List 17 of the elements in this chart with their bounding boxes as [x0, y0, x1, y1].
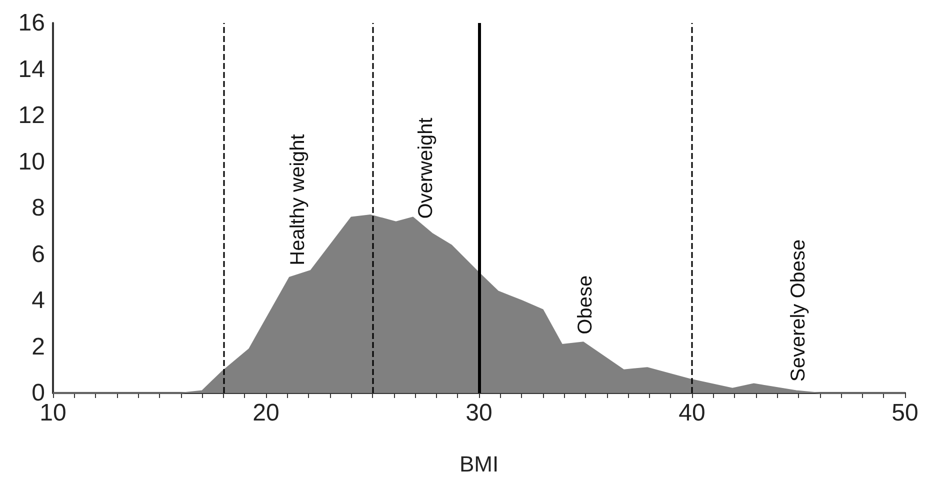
y-tick-label: 16	[18, 10, 45, 36]
annotation: Overweight	[414, 117, 437, 219]
y-tick-label: 10	[18, 148, 45, 176]
x-tick-label: 20	[252, 400, 280, 426]
y-tick-label: 2	[32, 333, 45, 360]
annotation: Healthy weight	[286, 134, 309, 266]
x-tick-label: 40	[678, 400, 706, 426]
x-axis-title: BMI	[459, 452, 499, 476]
annotation: Obese	[574, 275, 596, 334]
x-tick-label: 50	[892, 400, 918, 426]
x-tick-label: 30	[466, 400, 492, 426]
y-tick-label: 8	[32, 194, 45, 222]
y-tick-label: 6	[32, 240, 45, 268]
y-tick-label: 4	[32, 287, 45, 314]
annotation: Severely Obese	[788, 239, 810, 382]
y-tick-label: 14	[18, 56, 45, 83]
y-tick-label: 12	[18, 102, 45, 129]
